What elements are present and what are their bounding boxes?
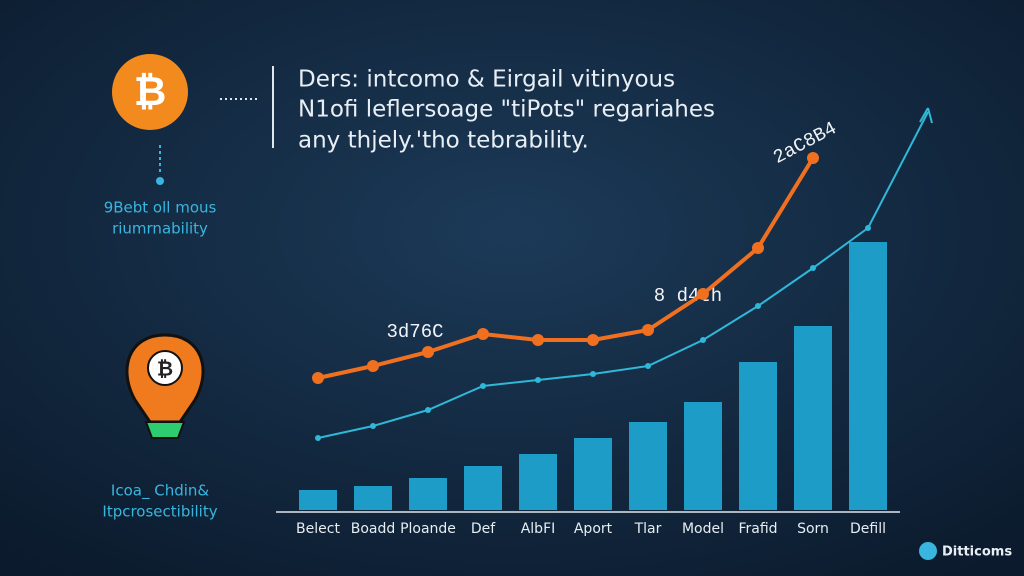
line — [317, 156, 815, 380]
line-point — [477, 328, 489, 340]
x-tick-label: AlbFI — [521, 521, 556, 537]
bar — [464, 466, 502, 510]
header-line: Ders: intcomo & Eirgail vitinyous — [298, 67, 675, 93]
x-tick-label: Tlar — [634, 521, 662, 537]
bitcoin-symbol: ₿ — [134, 69, 167, 115]
bar — [409, 478, 447, 510]
bar — [739, 362, 777, 510]
side-label: Icoa_ Chdin& — [111, 482, 209, 501]
line-point — [532, 334, 544, 346]
line-point — [367, 360, 379, 372]
line-point — [697, 288, 709, 300]
x-tick-label: Defill — [850, 521, 886, 537]
line-point — [590, 371, 596, 377]
line-point — [645, 363, 651, 369]
connector-dot — [156, 177, 164, 185]
line-point — [422, 346, 434, 358]
bulb-base — [144, 421, 186, 439]
bar — [519, 454, 557, 510]
line-point — [642, 324, 654, 336]
side-label: riumrnability — [112, 220, 208, 238]
bar — [354, 486, 392, 510]
x-tick-label: Belect — [296, 521, 340, 537]
line-point — [315, 435, 321, 441]
header-line: any thjely.'tho tebrability. — [298, 128, 589, 154]
line-point — [425, 407, 431, 413]
line-point — [810, 265, 816, 271]
arrow — [867, 111, 929, 229]
line-point — [807, 152, 819, 164]
header-line: N1ofi leflersoage "tiPots" regariahes — [298, 97, 715, 123]
line-point — [587, 334, 599, 346]
x-tick-label: Def — [471, 521, 496, 537]
brand: Ditticoms — [942, 545, 1012, 560]
bar — [629, 422, 667, 510]
brand-logo — [919, 542, 937, 560]
bar — [684, 402, 722, 510]
line-point — [312, 372, 324, 384]
line-point — [535, 377, 541, 383]
annotation: 3d76C — [386, 321, 443, 343]
line-point — [480, 383, 486, 389]
x-tick-label: Ploande — [400, 521, 456, 537]
line-point — [700, 337, 706, 343]
arrow-head — [919, 107, 933, 124]
line-point — [755, 303, 761, 309]
bulb-coin — [147, 350, 183, 386]
bar — [794, 326, 832, 510]
x-tick-label: Boadd — [351, 521, 396, 537]
bitcoin-icon — [112, 54, 188, 130]
x-tick-label: Frafid — [738, 521, 777, 537]
x-tick-label: Sorn — [797, 521, 829, 537]
bar — [299, 490, 337, 510]
x-tick-label: Model — [682, 521, 724, 537]
bar — [574, 438, 612, 510]
x-tick-label: Aport — [574, 521, 613, 537]
bulb-symbol: ₿ — [157, 357, 173, 381]
line-point — [370, 423, 376, 429]
side-label: 9Bebt oll mous — [104, 199, 217, 217]
side-label: Itpcrosectibility — [102, 503, 217, 521]
bar — [849, 242, 887, 510]
line-point — [752, 242, 764, 254]
